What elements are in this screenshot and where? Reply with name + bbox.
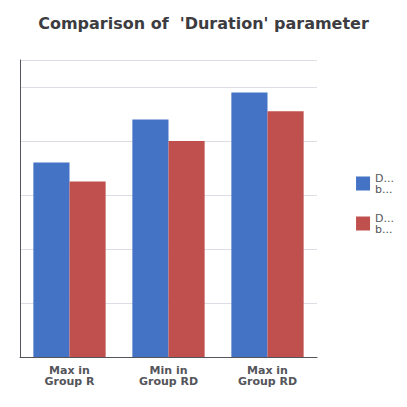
svg-text:D...: D...	[375, 211, 394, 225]
svg-text:b...: b...	[375, 183, 392, 196]
svg-text:Group RD: Group RD	[139, 375, 198, 388]
svg-text:b...: b...	[375, 223, 392, 236]
svg-text:Min in: Min in	[149, 364, 188, 377]
svg-text:Max in: Max in	[247, 364, 288, 377]
svg-text:Comparison of 'Duration' para: Comparison of 'Duration' parameter	[38, 14, 369, 33]
svg-text:Max in: Max in	[49, 364, 90, 377]
svg-text:D...: D...	[375, 171, 394, 185]
svg-text:Group RD: Group RD	[238, 375, 297, 388]
svg-text:Group R: Group R	[44, 375, 95, 388]
